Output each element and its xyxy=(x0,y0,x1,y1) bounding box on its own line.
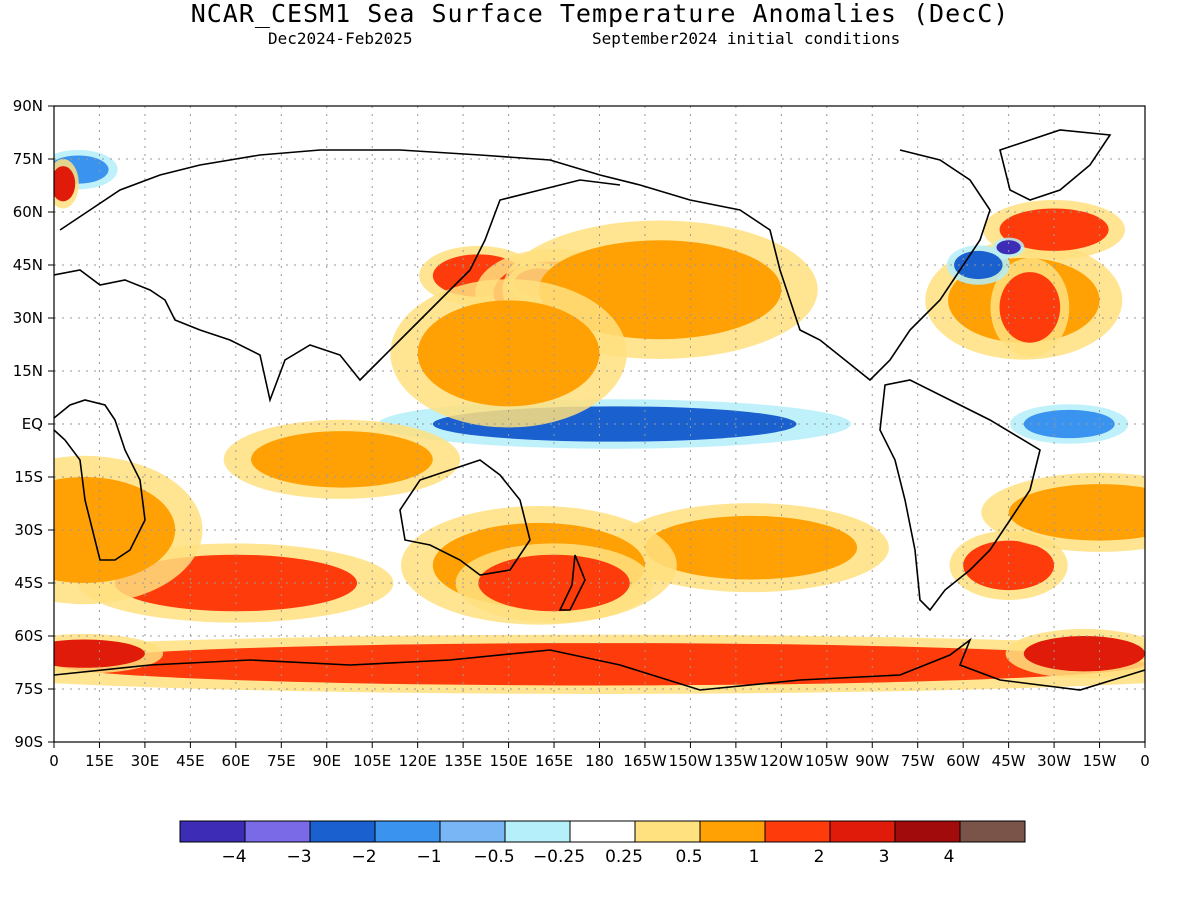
lat-label: 30S xyxy=(14,521,43,539)
asia-coast xyxy=(199,179,621,403)
lat-label: 75S xyxy=(14,680,43,698)
lat-label: 15S xyxy=(14,468,43,486)
lon-label: 0 xyxy=(49,752,59,770)
lat-label: EQ xyxy=(22,415,43,433)
lon-label: 75E xyxy=(267,752,296,770)
lon-label: 165E xyxy=(535,752,573,770)
colorbar-swatch xyxy=(959,820,1026,843)
anomaly-region xyxy=(478,554,630,612)
colorbar-swatch xyxy=(634,820,701,843)
anomaly-region xyxy=(1008,484,1145,541)
lat-label: 90N xyxy=(13,97,43,115)
anomaly-region xyxy=(999,272,1061,343)
lon-label: 150E xyxy=(490,752,528,770)
map-title: NCAR_CESM1 Sea Surface Temperature Anoma… xyxy=(190,0,1010,28)
lat-label: 60S xyxy=(14,627,43,645)
lon-label: 120W xyxy=(760,752,804,770)
colorbar-swatch xyxy=(439,820,506,843)
colorbar-swatch xyxy=(244,820,311,843)
lon-label: 165W xyxy=(623,752,667,770)
grid-lines xyxy=(54,106,1145,742)
lon-label: 15W xyxy=(1083,752,1117,770)
lat-label: 45S xyxy=(14,574,43,592)
antarctica-coast xyxy=(54,637,1145,691)
lon-label: 90W xyxy=(855,752,889,770)
lon-label: 45E xyxy=(176,752,205,770)
colorbar-label: 0.5 xyxy=(675,847,702,867)
lat-label: 15N xyxy=(13,362,43,380)
new-zealand-coast xyxy=(558,554,586,611)
colorbar-label: 4 xyxy=(944,847,955,867)
lon-label: 105W xyxy=(805,752,849,770)
lon-label: 75W xyxy=(901,752,935,770)
eurasia-north-coast xyxy=(59,149,641,231)
colorbar-label: −2 xyxy=(351,847,376,867)
australia-coast xyxy=(399,459,531,576)
lon-label: 105E xyxy=(353,752,391,770)
colorbar-swatch xyxy=(894,820,961,843)
lon-label: 135E xyxy=(444,752,482,770)
anomaly-region xyxy=(417,300,600,407)
colorbar-label: −0.25 xyxy=(533,847,585,867)
anomaly-region xyxy=(54,166,76,202)
anomaly-region xyxy=(54,639,145,668)
colorbar-label: 1 xyxy=(749,847,760,867)
lat-label: 60N xyxy=(13,203,43,221)
lat-label: 45N xyxy=(13,256,43,274)
lon-label: 60E xyxy=(222,752,251,770)
colorbar-swatch xyxy=(699,820,766,843)
lon-label: 15E xyxy=(85,752,114,770)
colorbar-swatch xyxy=(309,820,376,843)
colorbar-swatch xyxy=(829,820,896,843)
lon-label: 135W xyxy=(714,752,758,770)
initial-conditions: September2024 initial conditions xyxy=(592,29,901,48)
colorbar-label: −3 xyxy=(286,847,311,867)
colorbar-label: 0.25 xyxy=(605,847,643,867)
lat-label: 30N xyxy=(13,309,43,327)
lat-label: 90S xyxy=(14,733,43,751)
colorbar-swatch xyxy=(179,820,246,843)
south-america-coast xyxy=(879,379,1041,612)
colorbar-label: −1 xyxy=(416,847,441,867)
anomaly-region xyxy=(999,208,1109,251)
lon-label: 120E xyxy=(399,752,437,770)
colorbar-swatch xyxy=(569,820,636,843)
anomaly-region xyxy=(644,515,858,580)
lon-label: 30E xyxy=(131,752,160,770)
latitude-labels: 90N 75N 60N 45N 30N 15N EQ 15S 30S 45S 60S 75S 90S xyxy=(13,97,54,751)
forecast-period: Dec2024-Feb2025 xyxy=(268,29,413,48)
colorbar-label: 2 xyxy=(814,847,825,867)
anomaly-region xyxy=(996,240,1021,255)
colorbar-label: −4 xyxy=(221,847,246,867)
lon-label: 60W xyxy=(946,752,980,770)
anomaly-region xyxy=(250,431,433,488)
colorbar: −4 −3 −2 −1 −0.5 −0.25 0.25 0.5 1 2 3 4 xyxy=(179,820,1026,867)
lat-label: 75N xyxy=(13,150,43,168)
anomaly-region xyxy=(963,540,1055,591)
colorbar-label: −0.5 xyxy=(473,847,514,867)
lon-label: 45W xyxy=(992,752,1026,770)
coastlines xyxy=(54,129,1145,691)
colorbar-swatch xyxy=(374,820,441,843)
anomaly-region xyxy=(1023,636,1145,672)
lon-label: 150W xyxy=(669,752,713,770)
lon-label: 30W xyxy=(1037,752,1071,770)
longitude-labels: 0 15E 30E 45E 60E 75E 90E 105E 120E 135E 150E 165E 1… xyxy=(49,742,1150,770)
anomaly-region xyxy=(1023,409,1115,439)
lon-label: 0 xyxy=(1140,752,1150,770)
anomaly-region xyxy=(54,477,176,583)
colorbar-swatch xyxy=(764,820,831,843)
greenland-coast xyxy=(999,129,1112,201)
lon-label: 180 xyxy=(585,752,614,770)
colorbar-label: 3 xyxy=(879,847,890,867)
lon-label: 90E xyxy=(312,752,341,770)
anomaly-region xyxy=(54,643,1145,686)
africa-europe-coast xyxy=(54,399,146,561)
mediterranean-coast xyxy=(54,269,201,331)
north-america-coast xyxy=(639,149,991,382)
anomaly-region xyxy=(954,250,1003,280)
colorbar-swatch xyxy=(504,820,571,843)
